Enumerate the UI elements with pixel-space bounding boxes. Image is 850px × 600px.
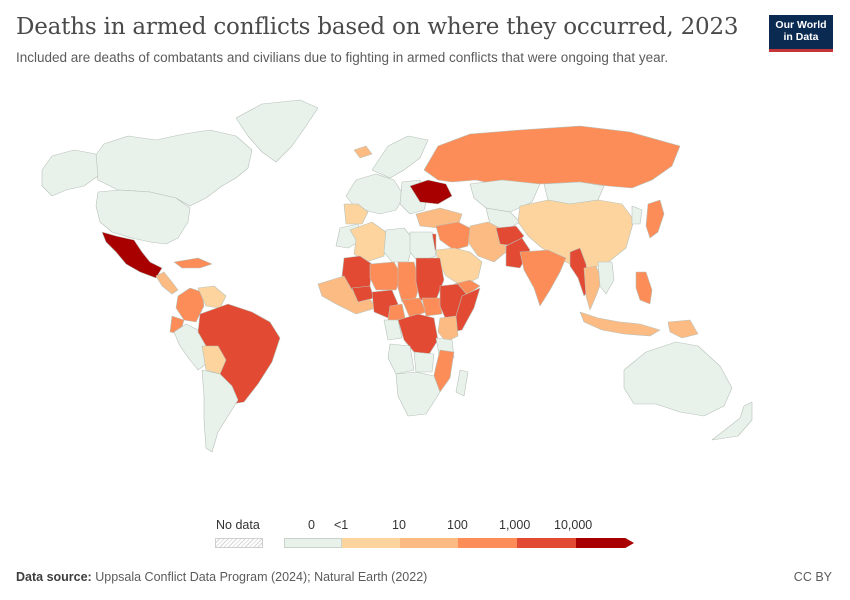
country-mexico[interactable]: Mexico bbox=[101, 231, 163, 279]
country-korea[interactable]: Korea bbox=[631, 205, 643, 225]
legend-bin-1[interactable] bbox=[342, 538, 400, 548]
country-south-sudan[interactable]: South Sudan bbox=[421, 297, 443, 317]
country-spain[interactable]: Spain bbox=[343, 203, 369, 225]
map-legend: No data 0 <1 10 100 1,000 10,000 bbox=[0, 512, 850, 552]
country-egypt[interactable]: Egypt bbox=[409, 231, 437, 263]
country-russia[interactable]: Russia bbox=[423, 125, 681, 189]
legend-bin-5[interactable] bbox=[576, 538, 634, 548]
legend-bin-label: <1 bbox=[334, 518, 349, 532]
world-map: CanadaAlaskaGreenlandUnited StatesMexico… bbox=[41, 99, 753, 453]
country-iceland[interactable]: Iceland bbox=[353, 145, 373, 159]
country-united-states[interactable]: United States bbox=[95, 189, 191, 245]
country-new-zealand[interactable]: New Zealand bbox=[711, 401, 753, 441]
country-iraq-and-syria[interactable]: Iraq and Syria bbox=[435, 221, 471, 251]
country-alaska[interactable]: Alaska bbox=[41, 149, 99, 197]
country-zambia[interactable]: Zambia bbox=[413, 351, 435, 373]
logo-line-2: in Data bbox=[783, 31, 819, 43]
country-bolivia[interactable]: Bolivia bbox=[201, 345, 227, 375]
license-label[interactable]: CC BY bbox=[793, 570, 832, 584]
country-australia[interactable]: Australia bbox=[623, 341, 733, 417]
country-indonesia[interactable]: Indonesia bbox=[579, 311, 661, 337]
owid-logo[interactable]: Our World in Data bbox=[769, 15, 833, 52]
country-dr-congo[interactable]: DR Congo bbox=[397, 313, 439, 357]
country-philippines[interactable]: Philippines bbox=[635, 271, 653, 305]
country-southern-cone[interactable]: Southern Cone bbox=[201, 369, 239, 453]
legend-bin-label: 10 bbox=[392, 518, 406, 532]
legend-no-data-label: No data bbox=[216, 518, 260, 532]
country-thailand[interactable]: Thailand bbox=[583, 265, 603, 311]
country-southern-africa[interactable]: Southern Africa bbox=[395, 371, 441, 417]
chart-title: Deaths in armed conflicts based on where… bbox=[16, 14, 739, 40]
country-niger[interactable]: Niger bbox=[369, 261, 403, 291]
country-algeria[interactable]: Algeria bbox=[349, 221, 387, 263]
legend-no-data-swatch bbox=[215, 538, 263, 548]
legend-bin-4[interactable] bbox=[517, 538, 576, 548]
data-source: Data source: Uppsala Conflict Data Progr… bbox=[16, 570, 427, 584]
country-caribbean[interactable]: Caribbean bbox=[173, 257, 213, 269]
country-china[interactable]: China bbox=[517, 199, 635, 271]
country-iran[interactable]: Iran bbox=[467, 221, 507, 263]
logo-line-1: Our World bbox=[775, 19, 827, 31]
legend-bin-label: 100 bbox=[447, 518, 468, 532]
country-papua-new-guinea[interactable]: Papua New Guinea bbox=[667, 319, 699, 339]
country-japan[interactable]: Japan bbox=[645, 199, 665, 239]
legend-bin-label: 10,000 bbox=[554, 518, 593, 532]
legend-bin-label: 1,000 bbox=[499, 518, 531, 532]
country-congo-and-gabon[interactable]: Congo and Gabon bbox=[383, 319, 403, 341]
legend-bin-label: 0 bbox=[308, 518, 315, 532]
chart-subtitle: Included are deaths of combatants and ci… bbox=[16, 50, 669, 65]
country-angola[interactable]: Angola bbox=[387, 343, 415, 375]
country-madagascar[interactable]: Madagascar bbox=[455, 369, 469, 397]
data-source-label: Data source: bbox=[16, 570, 92, 584]
country-venezuela[interactable]: Venezuela bbox=[197, 285, 227, 309]
legend-bin-3[interactable] bbox=[458, 538, 517, 548]
country-ukraine[interactable]: Ukraine bbox=[409, 179, 453, 205]
country-greenland[interactable]: Greenland bbox=[235, 99, 319, 163]
country-kenya[interactable]: Kenya bbox=[437, 315, 459, 343]
country-india[interactable]: India bbox=[519, 249, 567, 307]
country-southeast-asia[interactable]: Southeast Asia bbox=[597, 261, 615, 295]
data-source-text[interactable]: Uppsala Conflict Data Program (2024); Na… bbox=[95, 570, 428, 584]
legend-bin-2[interactable] bbox=[400, 538, 458, 548]
country-central-america[interactable]: Central America bbox=[155, 271, 179, 295]
country-scandinavia[interactable]: Scandinavia bbox=[371, 135, 429, 179]
legend-bin-0[interactable] bbox=[284, 538, 342, 548]
country-libya[interactable]: Libya bbox=[383, 227, 415, 263]
